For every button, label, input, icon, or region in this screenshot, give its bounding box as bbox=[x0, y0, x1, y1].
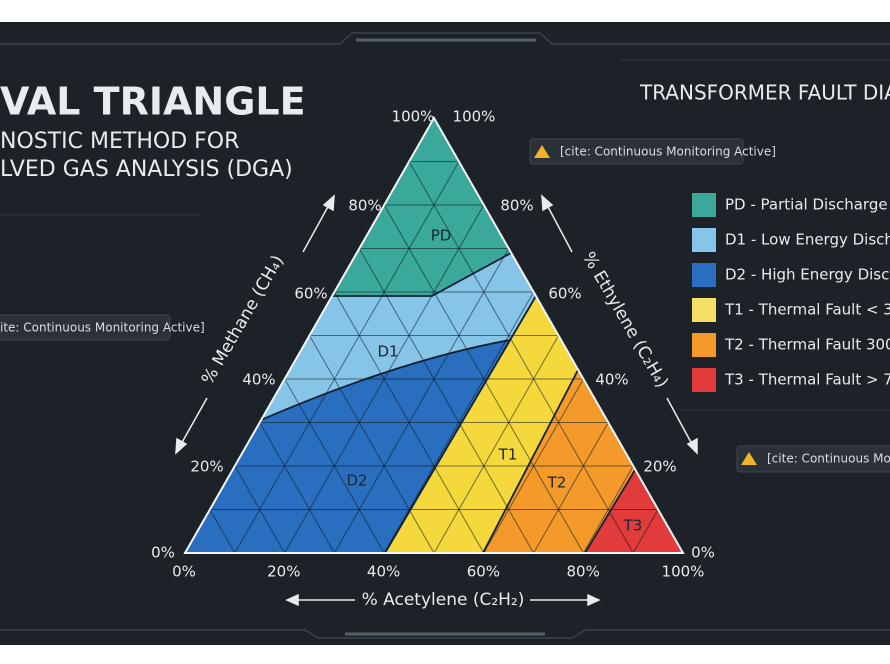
subtitle: LVED GAS ANALYSIS (DGA) bbox=[0, 157, 293, 182]
grid-line bbox=[234, 465, 286, 554]
badge-text: [cite: Continuous Monitoring Active] bbox=[560, 145, 776, 159]
apex-label: 100% bbox=[453, 108, 496, 126]
bottom-tick-label: 40% bbox=[367, 563, 400, 581]
left-tick-label: 80% bbox=[348, 197, 381, 215]
apex-label: 100% bbox=[392, 108, 435, 126]
title: VAL TRIANGLE bbox=[0, 80, 306, 124]
grid-line bbox=[209, 509, 236, 554]
region-pd bbox=[332, 118, 511, 296]
region-label: T2 bbox=[547, 474, 567, 492]
bottom-tick-label: 60% bbox=[467, 563, 500, 581]
legend-label: PD - Partial Discharge bbox=[725, 196, 888, 214]
region-t1 bbox=[385, 296, 578, 553]
region-label: D2 bbox=[346, 472, 367, 490]
left-tick-label: 60% bbox=[294, 285, 327, 303]
left-tick-label: 0% bbox=[151, 544, 175, 562]
legend-label: D1 - Low Energy Discharg bbox=[725, 231, 890, 249]
left-tick-label: 40% bbox=[242, 371, 275, 389]
legend: PD - Partial Discharge D1 - Low Energy Di… bbox=[692, 193, 890, 392]
legend-swatch bbox=[692, 333, 716, 357]
grid-line bbox=[433, 335, 559, 554]
legend-label: T3 - Thermal Fault > 700 bbox=[724, 371, 890, 389]
grid-line bbox=[284, 378, 385, 554]
legend-swatch bbox=[692, 368, 716, 392]
bottom-tick-label: 20% bbox=[267, 563, 300, 581]
grid-line bbox=[582, 465, 634, 554]
grid-line bbox=[259, 422, 335, 554]
triangle bbox=[183, 115, 685, 554]
region-label: T3 bbox=[623, 517, 643, 535]
legend-label: T1 - Thermal Fault < 300 bbox=[724, 301, 890, 319]
region-label: T1 bbox=[498, 446, 518, 464]
axis-arrows bbox=[175, 194, 698, 607]
badge: [cite: Continuous Monitor bbox=[736, 445, 890, 473]
grid-line bbox=[632, 509, 659, 554]
region-d1 bbox=[261, 253, 536, 420]
frame bbox=[0, 32, 890, 639]
bottom-tick-label: 80% bbox=[567, 563, 600, 581]
grid-line bbox=[234, 161, 460, 554]
tick-labels: 80%60%40%20%0%80%60%40%20%0%0% 20% 40% 60% 8… bbox=[151, 197, 715, 581]
legend-swatch bbox=[692, 263, 716, 287]
right-title: TRANSFORMER FAULT DIAG bbox=[639, 81, 890, 105]
right-tick-label: 0% bbox=[691, 544, 715, 562]
boundaries bbox=[260, 252, 636, 554]
grid-line bbox=[483, 378, 584, 554]
badge: ite: Continuous Monitoring Active] bbox=[0, 314, 205, 341]
region-label: D1 bbox=[377, 343, 398, 361]
region-label: PD bbox=[431, 227, 452, 245]
grid-line bbox=[408, 161, 634, 554]
region-d2 bbox=[185, 340, 510, 553]
axis-title: % Acetylene (C₂H₂) bbox=[362, 590, 525, 610]
badge: [cite: Continuous Monitoring Active] bbox=[529, 138, 776, 165]
legend-swatch bbox=[692, 193, 716, 217]
right-tick-label: 60% bbox=[548, 285, 581, 303]
legend-label: T2 - Thermal Fault 300C bbox=[724, 336, 890, 354]
region-t2 bbox=[483, 370, 635, 553]
grid-line bbox=[333, 248, 510, 554]
badge-text: ite: Continuous Monitoring Active] bbox=[0, 321, 205, 335]
bottom-tick-label: 100% bbox=[662, 563, 705, 581]
badge-text: [cite: Continuous Monitor bbox=[767, 452, 890, 466]
region-t3 bbox=[585, 470, 683, 553]
grid-line bbox=[358, 248, 535, 554]
ternary-grid bbox=[209, 161, 659, 554]
right-tick-label: 20% bbox=[643, 458, 676, 476]
legend-label: D2 - High Energy Dischar bbox=[725, 266, 890, 284]
subtitle: NOSTIC METHOD FOR bbox=[0, 129, 239, 154]
legend-swatch bbox=[692, 298, 716, 322]
right-tick-label: 40% bbox=[595, 371, 628, 389]
left-tick-label: 20% bbox=[190, 458, 223, 476]
right-tick-label: 80% bbox=[500, 197, 533, 215]
grid-line bbox=[309, 335, 435, 554]
triangle-outline bbox=[183, 115, 685, 554]
legend-swatch bbox=[692, 228, 716, 252]
bottom-tick-label: 0% bbox=[172, 563, 196, 581]
grid-line bbox=[533, 422, 609, 554]
